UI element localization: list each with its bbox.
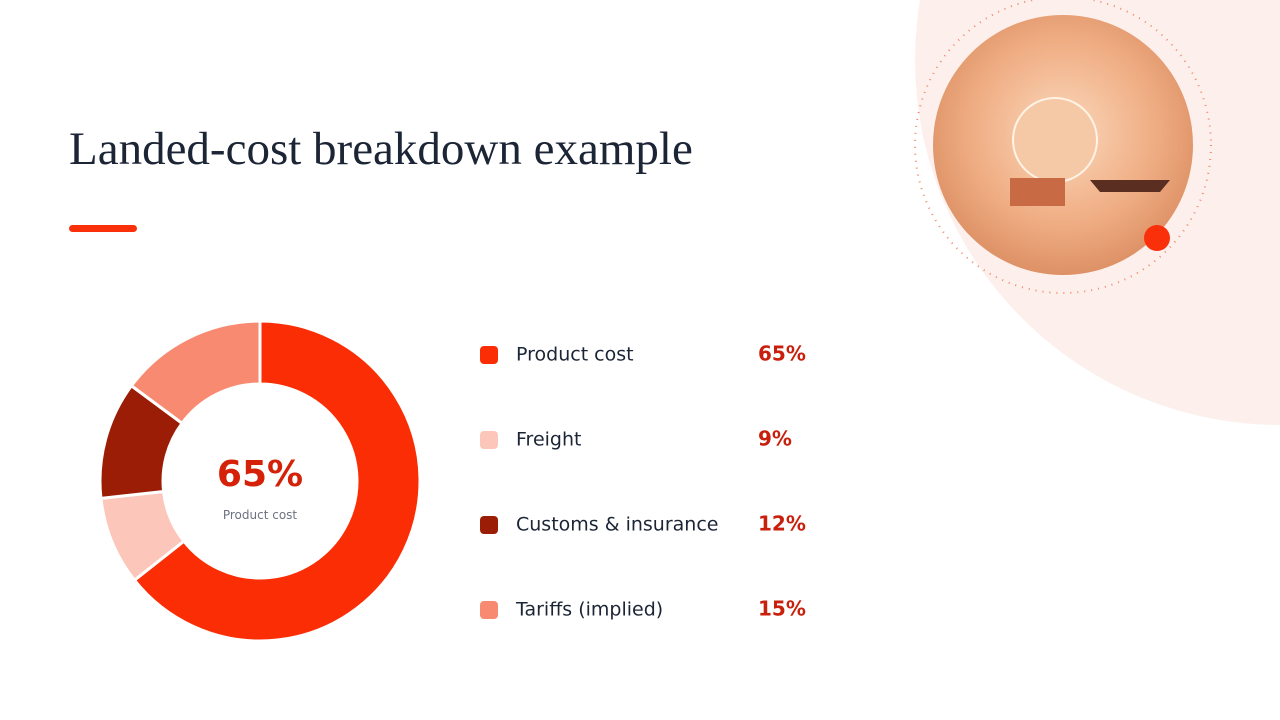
goods: [1010, 178, 1065, 206]
legend-label: Customs & insurance: [516, 514, 718, 536]
donut: [98, 319, 422, 643]
legend-value: 9%: [758, 427, 792, 451]
center-label: Product cost: [223, 508, 298, 522]
legend-label: Tariffs (implied): [515, 599, 663, 621]
ship: [1090, 180, 1170, 192]
legend: Product cost 65% Freight 9% Customs & insura…: [480, 342, 806, 621]
accent-bar: [69, 225, 137, 232]
globe: [1012, 97, 1098, 183]
accent-dot: [1144, 225, 1170, 251]
legend-swatch: [480, 601, 498, 619]
donut-segment: [129, 319, 262, 426]
chart-title: Landed-cost breakdown example: [69, 123, 693, 175]
legend-label: Freight: [516, 429, 581, 451]
legend-value: 15%: [758, 597, 806, 621]
legend-swatch: [480, 431, 498, 449]
legend-value: 65%: [758, 342, 806, 366]
center-value: 65%: [217, 454, 303, 495]
donut-segment: [132, 319, 422, 643]
legend-label: Product cost: [516, 344, 634, 366]
legend-swatch: [480, 346, 498, 364]
legend-swatch: [480, 516, 498, 534]
legend-value: 12%: [758, 512, 806, 536]
dotted-ring: [914, 0, 1212, 294]
